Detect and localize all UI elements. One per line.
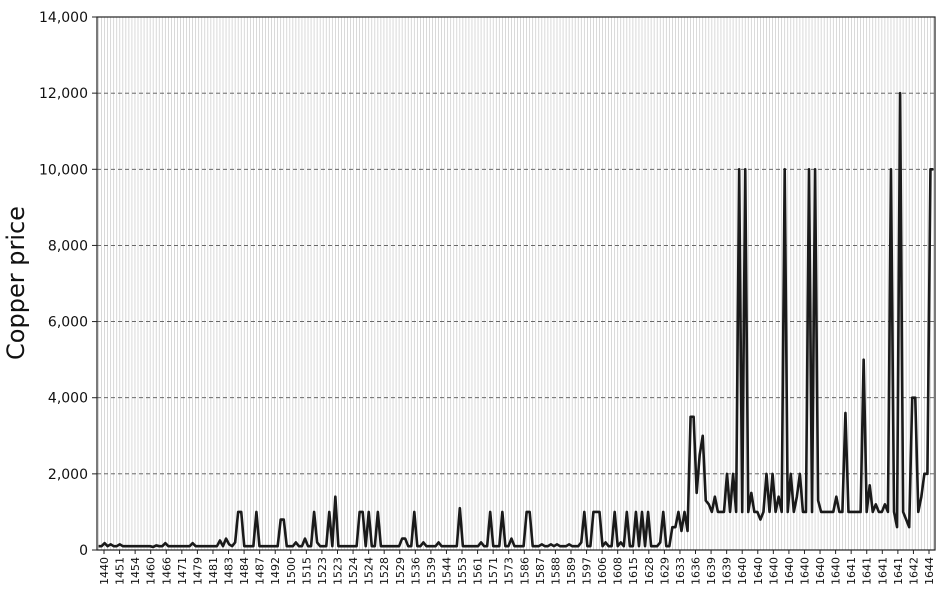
x-tick-label: 1640 bbox=[736, 557, 749, 585]
x-tick-label: 1536 bbox=[409, 557, 422, 585]
x-tick-label: 1466 bbox=[160, 557, 173, 585]
x-tick-label: 1561 bbox=[472, 557, 485, 585]
x-tick-label: 1587 bbox=[534, 557, 547, 585]
x-tick-label: 1640 bbox=[830, 557, 843, 585]
y-axis-ticks: 0 2,000 4,000 6,000 8,000 10,000 12,000 14,000 bbox=[39, 10, 97, 559]
x-tick-label: 1484 bbox=[238, 557, 251, 585]
x-tick-label: 1633 bbox=[674, 557, 687, 585]
x-tick-label: 1573 bbox=[503, 557, 516, 585]
x-tick-label: 1483 bbox=[223, 557, 236, 585]
x-tick-label: 1640 bbox=[814, 557, 827, 585]
y-axis-title: Copper price bbox=[2, 206, 30, 360]
x-tick-label: 1641 bbox=[845, 557, 858, 585]
x-tick-label: 1539 bbox=[425, 557, 438, 585]
y-tick-label: 2,000 bbox=[48, 467, 88, 483]
x-tick-label: 1454 bbox=[129, 557, 142, 585]
x-tick-label: 1589 bbox=[565, 557, 578, 585]
x-tick-label: 1640 bbox=[767, 557, 780, 585]
x-tick-label: 1644 bbox=[923, 557, 936, 585]
y-tick-label: 0 bbox=[79, 543, 88, 559]
x-tick-label: 1640 bbox=[798, 557, 811, 585]
x-tick-label: 1641 bbox=[876, 557, 889, 585]
x-tick-label: 1523 bbox=[316, 557, 329, 585]
x-tick-label: 1642 bbox=[907, 557, 920, 585]
y-tick-label: 12,000 bbox=[39, 86, 88, 102]
x-tick-label: 1641 bbox=[861, 557, 874, 585]
x-tick-label: 1641 bbox=[892, 557, 905, 585]
x-tick-label: 1529 bbox=[394, 557, 407, 585]
x-tick-label: 1524 bbox=[363, 557, 376, 585]
plot-frame bbox=[96, 16, 936, 551]
x-tick-label: 1640 bbox=[752, 557, 765, 585]
x-tick-label: 1460 bbox=[145, 557, 158, 585]
y-tick-label: 10,000 bbox=[39, 162, 88, 178]
y-tick-label: 6,000 bbox=[48, 315, 88, 331]
x-tick-label: 1588 bbox=[549, 557, 562, 585]
x-tick-label: 1528 bbox=[378, 557, 391, 585]
x-tick-label: 1553 bbox=[456, 557, 469, 585]
x-tick-label: 1471 bbox=[176, 557, 189, 585]
x-tick-label: 1515 bbox=[300, 557, 313, 585]
x-tick-label: 1586 bbox=[518, 557, 531, 585]
x-tick-label: 1481 bbox=[207, 557, 220, 585]
x-tick-label: 1615 bbox=[627, 557, 640, 585]
x-tick-label: 1608 bbox=[612, 557, 625, 585]
x-tick-label: 1639 bbox=[705, 557, 718, 585]
x-tick-label: 1440 bbox=[98, 557, 111, 585]
y-tick-label: 14,000 bbox=[39, 10, 88, 26]
x-axis-ticks: 1440 1451 1454 1460 1466 1471 1479 1481 1483 1484… bbox=[98, 550, 936, 585]
x-tick-label: 1479 bbox=[191, 557, 204, 585]
x-tick-label: 1500 bbox=[285, 557, 298, 585]
vertical-grid bbox=[98, 17, 934, 550]
y-tick-label: 4,000 bbox=[48, 391, 88, 407]
x-tick-label: 1487 bbox=[254, 557, 267, 585]
x-tick-label: 1492 bbox=[269, 557, 282, 585]
series-line bbox=[98, 91, 934, 549]
x-tick-label: 1571 bbox=[487, 557, 500, 585]
x-tick-label: 1640 bbox=[783, 557, 796, 585]
x-tick-label: 1639 bbox=[721, 557, 734, 585]
x-tick-label: 1524 bbox=[347, 557, 360, 585]
y-tick-label: 8,000 bbox=[48, 238, 88, 254]
x-tick-label: 1628 bbox=[643, 557, 656, 585]
x-tick-label: 1606 bbox=[596, 557, 609, 585]
x-tick-label: 1636 bbox=[690, 557, 703, 585]
x-tick-label: 1597 bbox=[581, 557, 594, 585]
x-tick-label: 1629 bbox=[658, 557, 671, 585]
x-tick-label: 1451 bbox=[114, 557, 127, 585]
x-tick-label: 1544 bbox=[440, 557, 453, 585]
x-tick-label: 1523 bbox=[331, 557, 344, 585]
